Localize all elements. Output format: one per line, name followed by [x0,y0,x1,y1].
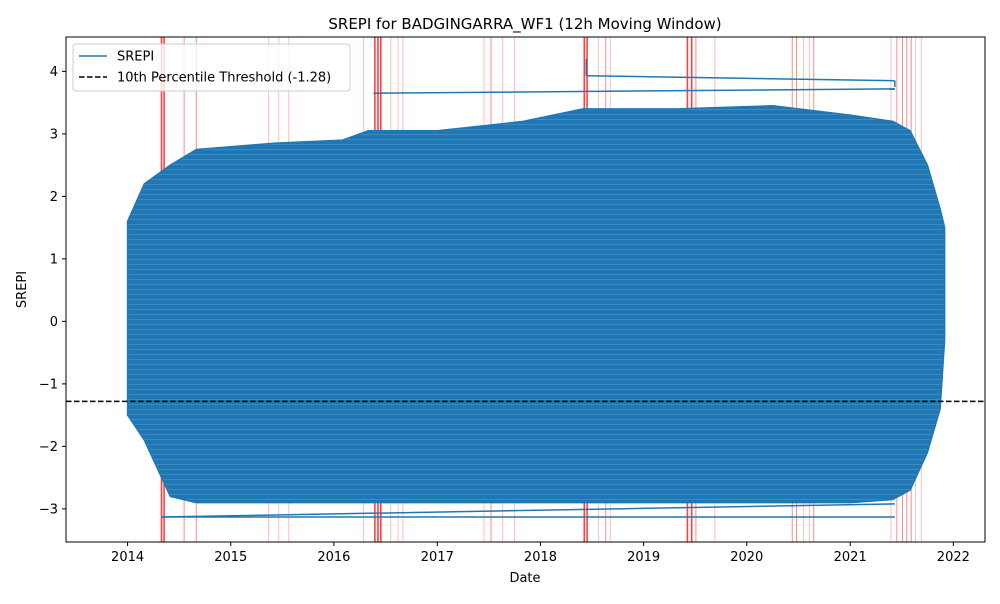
x-axis-label: Date [509,571,540,586]
x-tick-label: 2014 [111,550,144,565]
y-tick-label: 4 [50,65,58,80]
series-envelope [126,105,946,504]
y-tick-label: 3 [50,127,58,142]
axes-frame [65,36,986,543]
series-trace-segment [586,75,895,82]
plot-area [66,37,985,542]
y-tick-label: 0 [50,315,58,330]
legend-label-threshold: 10th Percentile Threshold (-1.28) [117,71,331,86]
x-tick-label: 2022 [937,550,970,565]
y-tick-label: 1 [50,252,58,267]
x-tick-label: 2019 [627,550,660,565]
x-tick-label: 2020 [730,550,763,565]
x-axis: 2014 2015 2016 2017 2018 2019 2020 2021 2022 [111,542,970,565]
y-tick-label: −1 [39,377,58,392]
y-axis: −3 −2 −1 0 1 2 3 4 [39,65,66,517]
x-tick-label: 2015 [214,550,247,565]
legend: SREPI 10th Percentile Threshold (-1.28) [72,43,351,92]
y-axis-label: SREPI [15,271,30,308]
x-tick-label: 2018 [524,550,557,565]
series-srepi [126,58,946,518]
y-tick-label: −2 [39,440,58,455]
legend-label-srepi: SREPI [117,50,154,65]
y-tick-label: −3 [39,502,58,517]
x-tick-label: 2017 [421,550,454,565]
x-tick-label: 2016 [317,550,350,565]
chart-title: SREPI for BADGINGARRA_WF1 (12h Moving Wi… [328,15,721,34]
legend-box [72,43,351,92]
x-tick-label: 2021 [834,550,867,565]
y-tick-label: 2 [50,190,58,205]
series-trace-segment [161,503,895,518]
series-trace-segment [373,88,895,94]
